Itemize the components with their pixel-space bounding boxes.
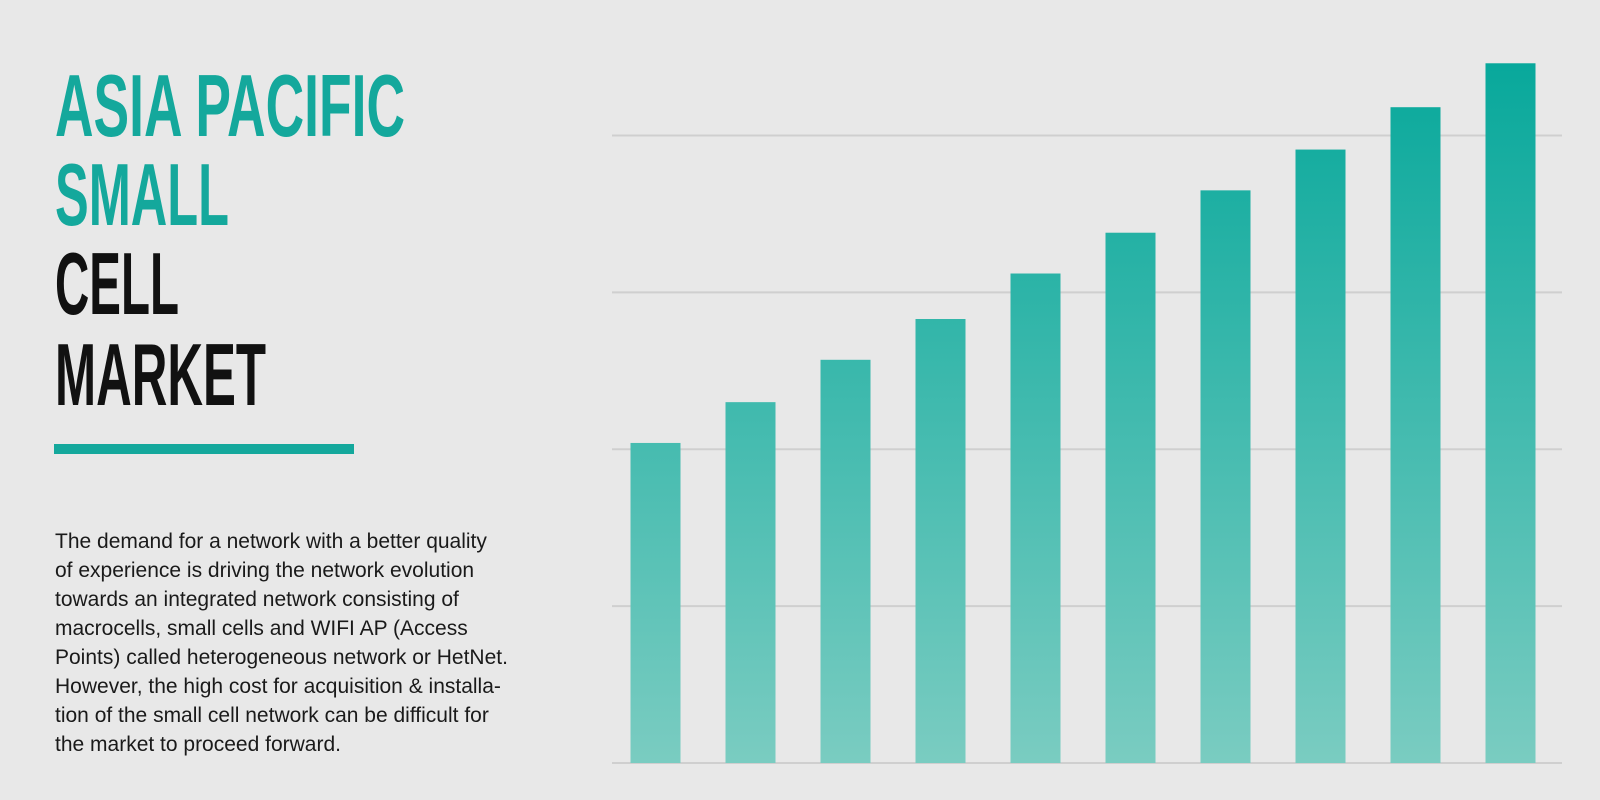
bar [630, 442, 681, 763]
description-line: towards an integrated network consisting… [55, 588, 459, 611]
description-line: the market to proceed forward. [55, 733, 341, 756]
description-line: of experience is driving the network evo… [55, 559, 474, 582]
title-line: SMALL [55, 145, 229, 244]
bar [725, 402, 776, 763]
bar [1485, 63, 1536, 763]
title-line: MARKET [55, 325, 266, 424]
title-line: ASIA PACIFIC [55, 56, 405, 155]
bar [1010, 273, 1061, 763]
chart [612, 63, 1562, 764]
description-line: macrocells, small cells and WIFI AP (Acc… [55, 617, 468, 640]
bar [1390, 107, 1441, 763]
description: The demand for a network with a better q… [55, 530, 508, 756]
description-line: tion of the small cell network can be di… [55, 704, 489, 727]
bar [915, 319, 966, 763]
bar [820, 359, 871, 763]
title-underline [54, 444, 354, 454]
bar [1200, 190, 1251, 763]
description-line: However, the high cost for acquisition &… [55, 675, 501, 698]
title-line: CELL [55, 234, 179, 333]
bar [1295, 149, 1346, 763]
bar [1105, 232, 1156, 763]
description-line: The demand for a network with a better q… [55, 530, 487, 553]
description-line: Points) called heterogeneous network or … [55, 646, 508, 669]
